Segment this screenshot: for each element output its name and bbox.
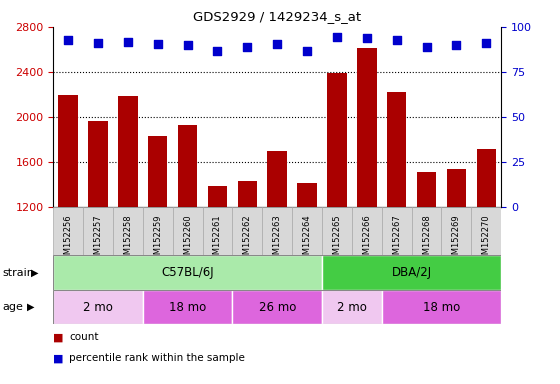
Bar <box>58 94 78 207</box>
Text: C57BL/6J: C57BL/6J <box>161 266 214 279</box>
Text: GDS2929 / 1429234_s_at: GDS2929 / 1429234_s_at <box>193 10 361 23</box>
Text: GSM152264: GSM152264 <box>302 215 311 265</box>
Bar <box>382 290 501 324</box>
Bar <box>232 290 322 324</box>
Point <box>422 44 431 50</box>
Text: GSM152257: GSM152257 <box>94 215 102 265</box>
Bar <box>382 207 412 255</box>
Bar <box>447 169 466 207</box>
Bar <box>237 181 257 207</box>
Text: DBA/2J: DBA/2J <box>391 266 432 279</box>
Bar <box>412 207 441 255</box>
Bar <box>327 73 347 207</box>
Bar <box>53 290 143 324</box>
Point <box>482 40 491 46</box>
Text: GSM152262: GSM152262 <box>243 215 252 265</box>
Bar <box>417 172 436 207</box>
Text: GSM152270: GSM152270 <box>482 215 491 265</box>
Bar <box>262 207 292 255</box>
Point <box>213 48 222 54</box>
Text: ▶: ▶ <box>27 302 34 312</box>
Point <box>94 40 102 46</box>
Point <box>302 48 311 54</box>
Bar <box>88 121 108 207</box>
Text: ■: ■ <box>53 332 64 342</box>
Bar <box>172 207 203 255</box>
Bar <box>322 207 352 255</box>
Point <box>243 44 252 50</box>
Text: count: count <box>69 332 99 342</box>
Text: age: age <box>3 302 24 312</box>
Text: GSM152258: GSM152258 <box>123 215 132 265</box>
Bar <box>297 182 317 207</box>
Bar <box>472 207 501 255</box>
Point <box>273 41 282 47</box>
Bar <box>268 151 287 207</box>
Bar <box>113 207 143 255</box>
Bar <box>387 92 407 207</box>
Bar <box>208 186 227 207</box>
Text: GSM152269: GSM152269 <box>452 215 461 265</box>
Bar <box>178 125 197 207</box>
Bar <box>232 207 262 255</box>
Point <box>153 41 162 47</box>
Point <box>452 42 461 48</box>
Bar <box>143 207 172 255</box>
Text: GSM152266: GSM152266 <box>362 215 371 265</box>
Bar <box>118 96 138 207</box>
Bar <box>53 207 83 255</box>
Text: 2 mo: 2 mo <box>83 301 113 314</box>
Point <box>123 38 132 45</box>
Bar <box>292 207 322 255</box>
Bar <box>441 207 472 255</box>
Text: strain: strain <box>3 268 35 278</box>
Bar <box>148 136 167 207</box>
Bar <box>143 290 232 324</box>
Text: 2 mo: 2 mo <box>337 301 367 314</box>
Text: GSM152267: GSM152267 <box>392 215 401 265</box>
Text: GSM152265: GSM152265 <box>333 215 342 265</box>
Bar <box>322 255 501 290</box>
Text: 18 mo: 18 mo <box>169 301 206 314</box>
Point <box>64 37 73 43</box>
Bar <box>477 149 496 207</box>
Point <box>333 34 342 40</box>
Text: percentile rank within the sample: percentile rank within the sample <box>69 353 245 363</box>
Text: GSM152268: GSM152268 <box>422 215 431 265</box>
Point <box>362 35 371 41</box>
Text: ▶: ▶ <box>31 268 38 278</box>
Bar <box>83 207 113 255</box>
Text: GSM152261: GSM152261 <box>213 215 222 265</box>
Point <box>183 42 192 48</box>
Text: 18 mo: 18 mo <box>423 301 460 314</box>
Bar <box>322 290 382 324</box>
Text: GSM152259: GSM152259 <box>153 215 162 265</box>
Bar <box>357 48 376 207</box>
Text: GSM152256: GSM152256 <box>64 215 73 265</box>
Bar <box>352 207 382 255</box>
Bar <box>203 207 232 255</box>
Point <box>392 37 401 43</box>
Text: ■: ■ <box>53 353 64 363</box>
Text: GSM152263: GSM152263 <box>273 215 282 265</box>
Text: 26 mo: 26 mo <box>259 301 296 314</box>
Bar <box>53 255 322 290</box>
Text: GSM152260: GSM152260 <box>183 215 192 265</box>
